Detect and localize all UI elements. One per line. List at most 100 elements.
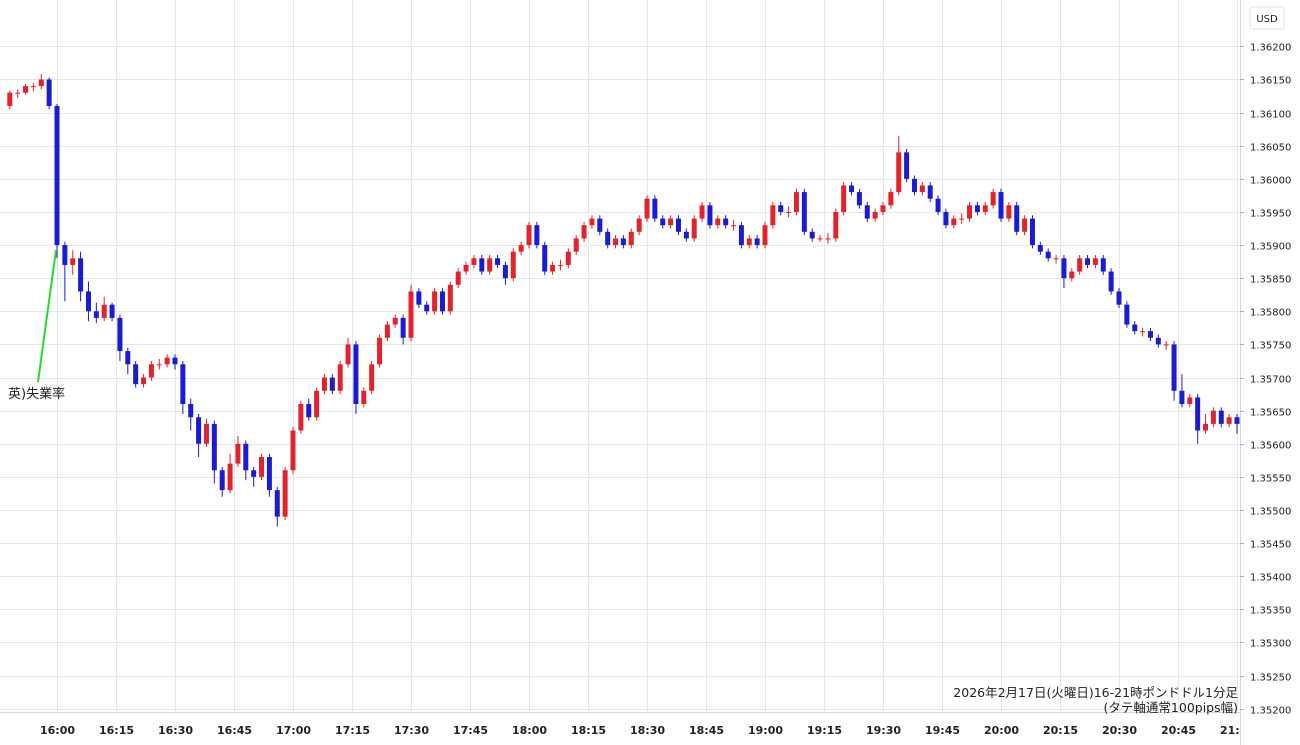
y-tick-label: 1.35600 [1250,441,1291,452]
x-tick-label: 18:45 [689,724,724,737]
x-tick-label: 20:30 [1102,724,1137,737]
y-tick-label: 1.36100 [1250,110,1291,121]
candle-body [896,152,902,193]
currency-label: USD [1256,14,1278,25]
y-tick-label: 1.35750 [1250,341,1291,352]
candles [7,74,1240,527]
candle-body [1116,291,1122,305]
candle-body [699,205,705,219]
x-tick-label: 17:30 [394,724,429,737]
candle-body [1014,205,1020,232]
candle-body [345,344,351,365]
x-tick-label: 17:15 [335,724,370,737]
candle-body [1100,258,1106,272]
candle-body [172,357,178,365]
candle-body [495,258,501,265]
x-axis: 16:00 16:15 16:30 16:45 17:00 17:15 17:30 17:45… [40,724,1240,737]
candle-body [62,245,68,265]
candle-body [605,231,611,246]
y-tick-label: 1.35550 [1250,474,1291,485]
candle-body [1155,337,1161,345]
candle-body [1029,218,1035,246]
candle-body [668,218,674,226]
candle-body [943,211,949,226]
candle-body [1171,344,1177,391]
candle-body [180,364,186,405]
candle-body [849,185,855,193]
candle-body [1234,417,1240,424]
candle-body [1037,245,1043,252]
candle-body [1053,258,1059,260]
candle-body [644,198,650,219]
candle-body [817,238,823,240]
candle-body [1147,331,1153,338]
y-tick-label: 1.35700 [1250,375,1291,386]
candle-body [1226,417,1232,424]
candle-body [833,211,839,239]
y-tick-label: 1.35350 [1250,606,1291,617]
x-tick-label: 20:45 [1161,724,1196,737]
candle-body [754,238,760,246]
candle-body [731,225,737,227]
y-tick-label: 1.35250 [1250,673,1291,684]
candle-body [935,198,941,212]
candle-body [636,218,642,232]
candle-body [1203,423,1209,431]
candle-body [227,463,233,491]
candle-body [880,205,886,212]
candle-body [778,205,784,212]
candle-body [628,231,634,246]
x-tick-label: 16:30 [158,724,193,737]
candle-body [1077,258,1083,272]
candle-body [1140,331,1146,333]
candle-body [1108,271,1114,292]
candle-body [510,251,516,279]
y-tick-label: 1.36000 [1250,176,1291,187]
x-tick-label: 20:15 [1043,724,1078,737]
x-tick-label: 19:30 [866,724,901,737]
candle-body [282,470,288,517]
y-tick-label: 1.36150 [1250,76,1291,87]
candle-body [424,304,430,312]
candle-body [1092,258,1098,265]
y-tick-label: 1.36050 [1250,143,1291,154]
candle-body [967,205,973,219]
candle-body [78,258,84,292]
candle-body [675,218,681,232]
candle-body [652,198,658,219]
candle-body [1022,218,1028,232]
candle-body [219,470,225,491]
candle-body [188,404,194,418]
x-tick-label: 19:15 [807,724,842,737]
candle-body [439,291,445,312]
candle-body [793,192,799,212]
x-tick-label: 18:15 [571,724,606,737]
candle-body [141,377,147,385]
x-tick-label: 18:00 [512,724,547,737]
candle-body [463,264,469,272]
candle-body [30,86,36,88]
candle-body [377,337,383,365]
candle-body [565,251,571,265]
y-tick-label: 1.35300 [1250,639,1291,650]
chart-note: (タテ軸通常100pips幅) [1104,700,1238,715]
candle-body [620,238,626,246]
candle-body [251,470,257,477]
candle-body [856,192,862,206]
candle-body [321,377,327,391]
x-tick-label: 17:00 [276,724,311,737]
annotation-line [37,249,57,383]
candle-body [15,92,21,94]
y-tick-label: 1.35900 [1250,242,1291,253]
candle-body [770,205,776,226]
candle-body [38,79,44,87]
candle-body [408,291,414,338]
y-tick-label: 1.35200 [1250,706,1291,717]
x-tick-label: 20:00 [984,724,1019,737]
candle-body [550,264,556,272]
candle-body [1218,410,1224,424]
candle-body [447,284,453,312]
candle-body [526,225,532,246]
candle-body [998,192,1004,219]
